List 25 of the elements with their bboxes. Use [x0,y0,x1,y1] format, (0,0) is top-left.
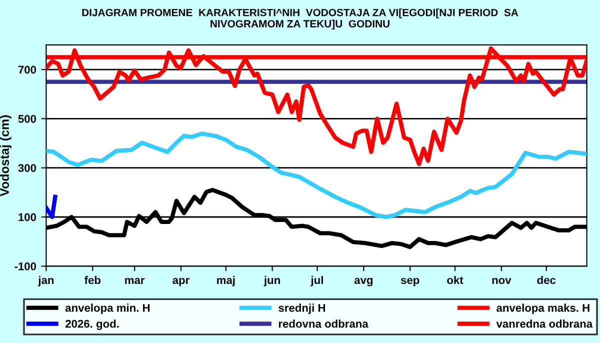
legend-label: redovna odbrana [278,320,368,328]
x-tick-label: sep [400,278,420,286]
x-tick-label: nov [492,278,512,284]
legend-label: 2026. god. [65,320,119,330]
legend-label: vanredna odbrana [496,320,593,328]
x-tick-label: apr [172,278,190,286]
x-tick-label: jun [264,276,280,286]
x-tick-label: feb [84,276,100,284]
y-tick-label: 100 [18,213,36,222]
y-tick-label: 500 [18,114,36,123]
y-axis-title: Vodostaj (cm) [0,115,12,196]
y-tick-label: 700 [18,66,36,74]
y-tick-label: 300 [18,164,36,172]
y-tick-label: -100 [14,262,36,270]
x-tick-label: okt [447,276,464,284]
legend-label: srednji H [278,304,326,314]
legend-label: anvelopa maks. H [496,304,590,314]
x-tick-label: jul [310,276,323,286]
x-tick-label: jan [38,276,54,286]
x-tick-label: avg [354,278,372,286]
chart-title: DIJAGRAM PROMENE KARAKTERISTI^NIH VODOSTAJA ZA VI[EGODI[NJI PERIOD SA NIVOGRAMOM ZA TEKU]U GODINU [82,8,518,30]
legend-label: anvelopa min. H [65,304,150,314]
x-tick-label: mar [125,278,145,284]
x-tick-label: maj [217,276,235,286]
x-tick-label: dec [537,276,556,284]
